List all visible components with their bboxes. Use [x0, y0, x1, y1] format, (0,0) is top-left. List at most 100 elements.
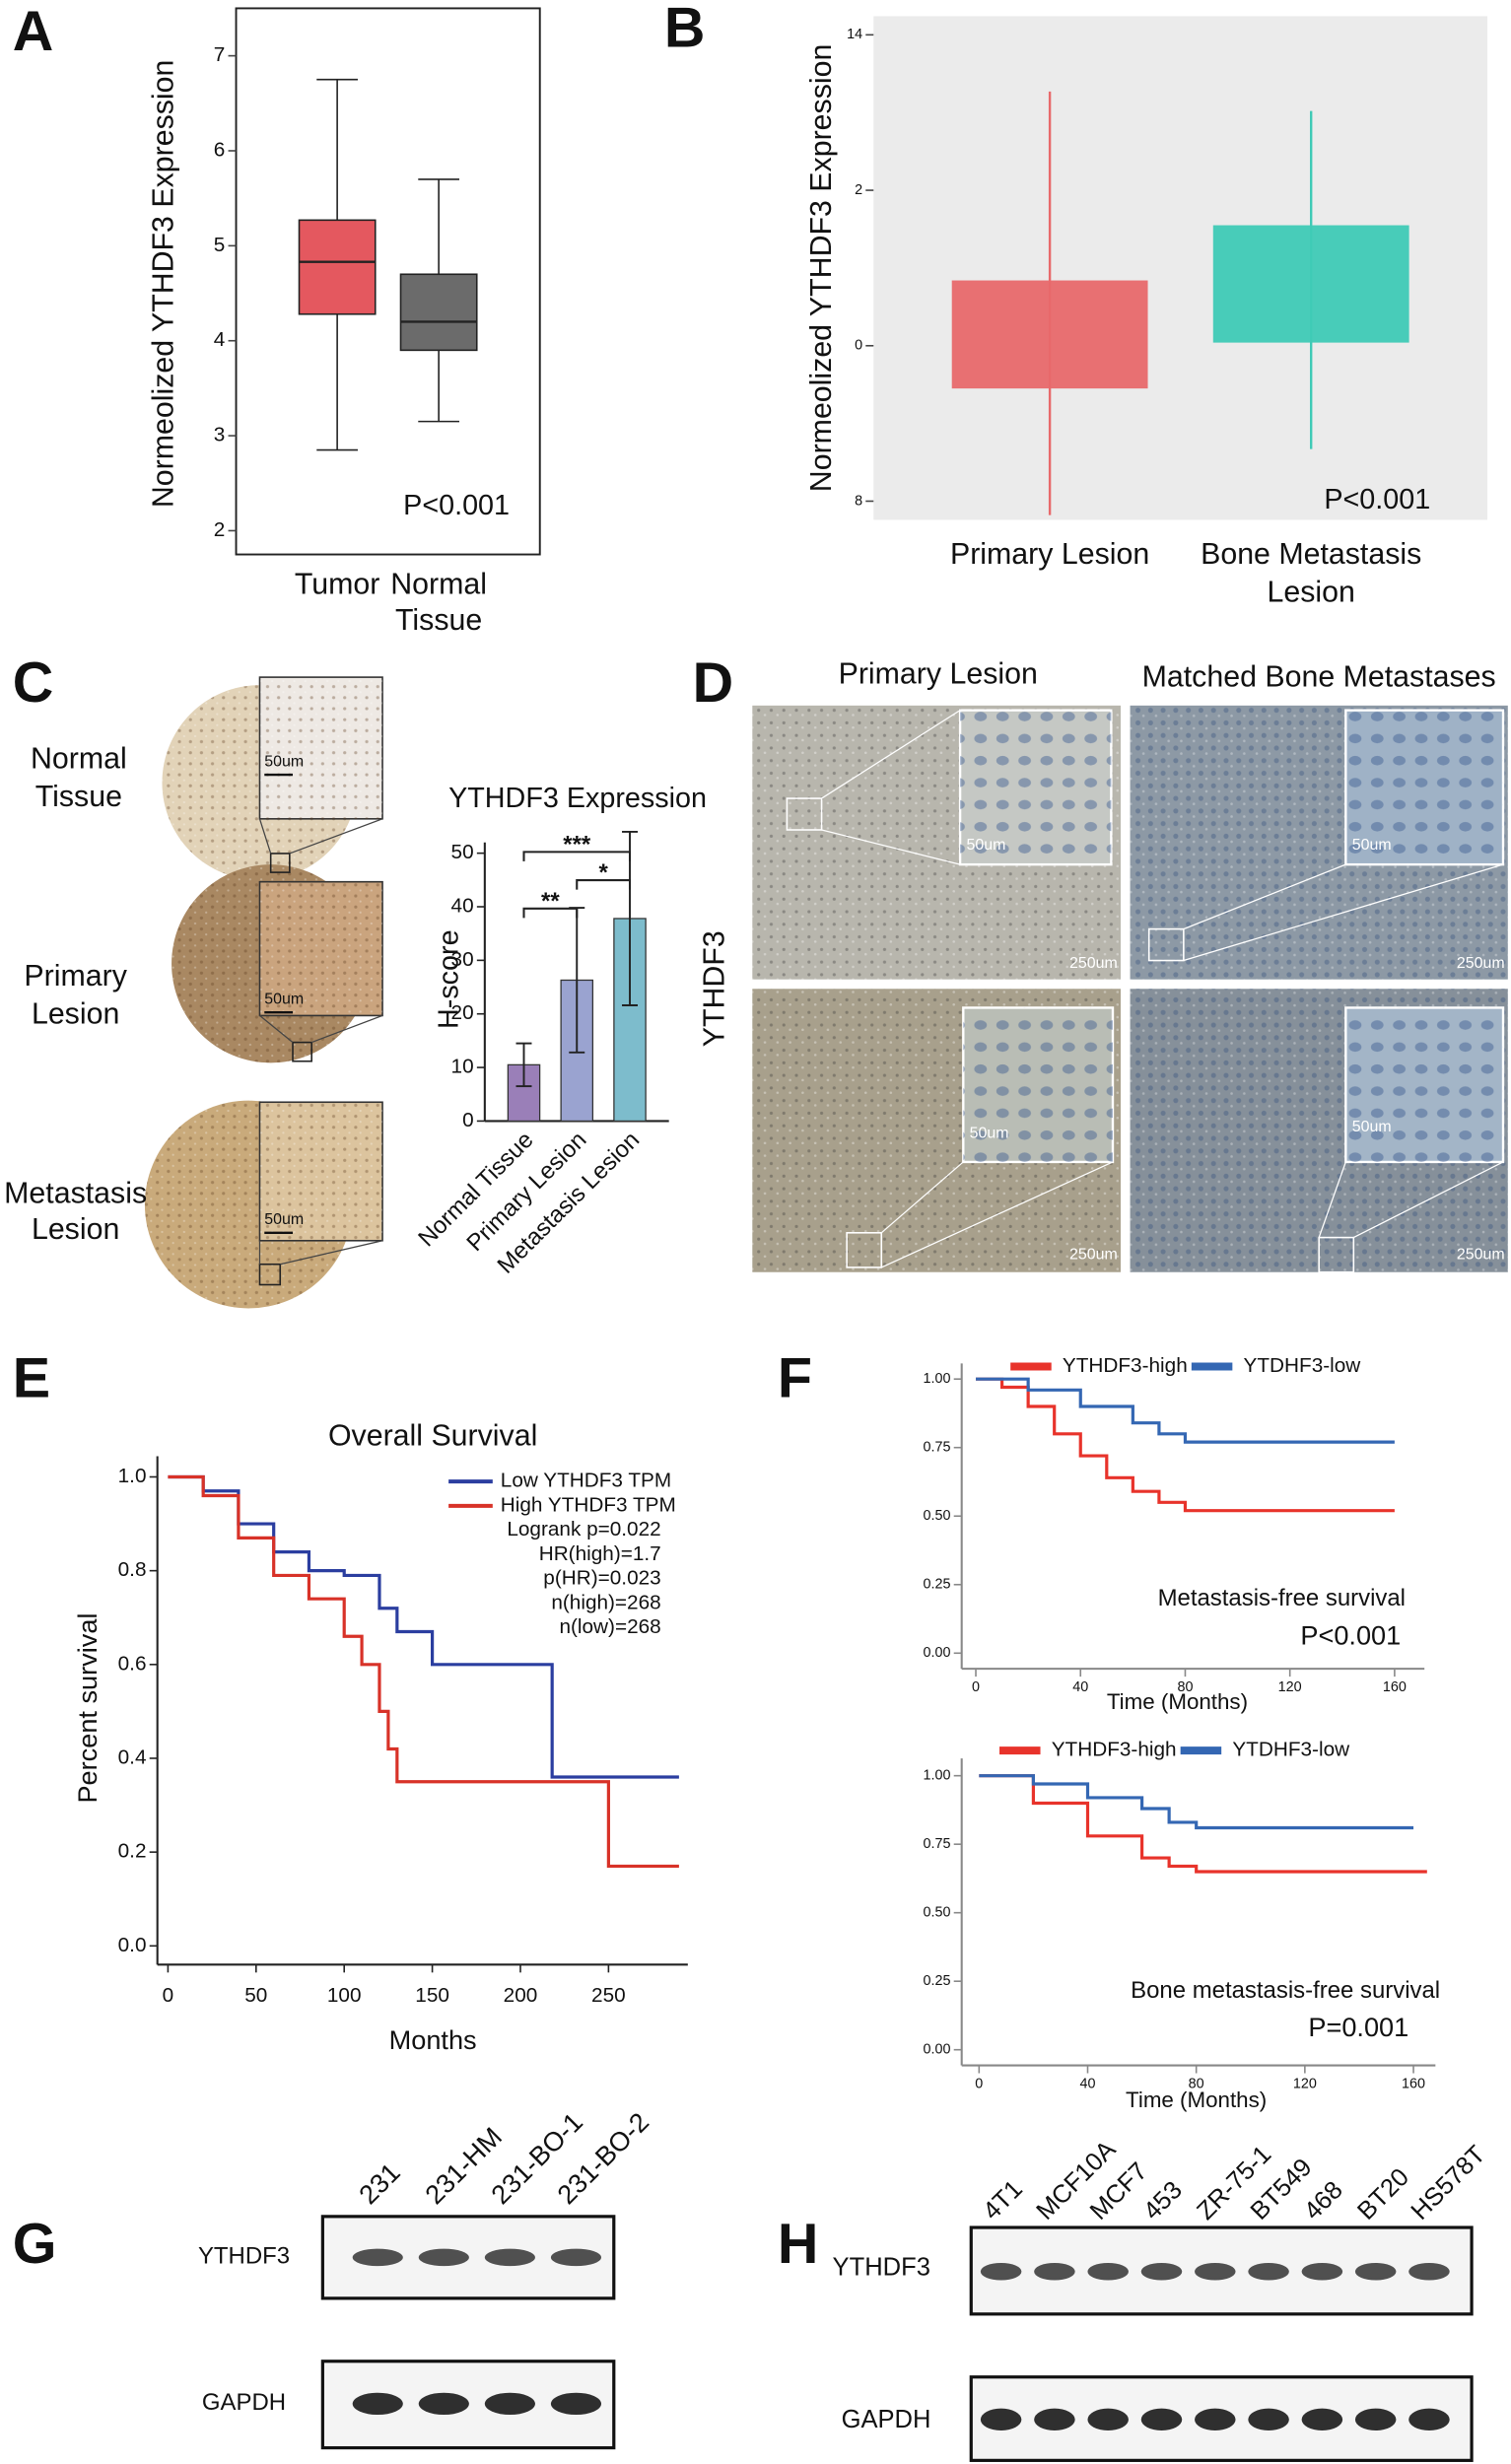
chart-title: Overall Survival — [328, 1419, 537, 1452]
blot-band — [352, 2248, 403, 2267]
x-tick-label: 120 — [1293, 2077, 1317, 2092]
annotation: Metastasis-free survival — [1158, 1585, 1406, 1611]
y-axis-label: Normeolized YTHDF3 Expression — [148, 60, 180, 509]
x-tick-label: 150 — [415, 1984, 449, 2007]
x-tick-label: 80 — [1177, 1679, 1193, 1695]
category-label: Bone Metastasis — [1201, 538, 1421, 571]
row-label: Metastasis — [4, 1177, 147, 1209]
x-tick-label: 160 — [1402, 2077, 1425, 2092]
significance-bracket — [576, 879, 632, 890]
blot-band — [418, 2392, 469, 2416]
significance-bracket — [522, 851, 632, 861]
y-tick-label: 0.75 — [924, 1836, 951, 1852]
row-label: Lesion — [32, 997, 119, 1030]
x-tick-label: 200 — [504, 1984, 538, 2007]
annotation: Logrank p=0.022 — [507, 1518, 660, 1540]
blot-panel-g: YTHDF3 GAPDH — [198, 2215, 616, 2450]
scale-bar-label: 250um — [1069, 1246, 1118, 1263]
category-label: Tissue — [395, 604, 482, 637]
y-tick-label: 0.25 — [924, 1973, 951, 1989]
y-tick-label: 1.00 — [924, 1371, 951, 1387]
scale-bar-label: 250um — [1457, 1246, 1505, 1263]
scale-bar-label: 50um — [264, 992, 304, 1008]
panel-letter: H — [778, 2213, 819, 2276]
blot-band — [418, 2248, 469, 2267]
y-tick-label: 40 — [451, 894, 474, 917]
row-label: Primary — [24, 960, 127, 992]
box — [951, 280, 1148, 389]
lane-label: 4T1 — [978, 2175, 1028, 2225]
significance-label: ** — [541, 888, 560, 915]
y-tick-label: 2 — [214, 518, 226, 541]
chart: 0.0 0.2 0.4 0.6 0.8 1.0 0 50 100 150 200 250 Overall… — [72, 1419, 688, 2055]
x-tick-label: 0 — [975, 2077, 983, 2092]
y-tick-label: 0 — [855, 338, 862, 354]
scale-bar-label: 50um — [264, 1211, 304, 1228]
y-tick-label: 0.8 — [118, 1558, 147, 1581]
y-tick-label: 6 — [214, 138, 226, 161]
panel-letter: F — [778, 1347, 812, 1410]
inset-connector — [1318, 1161, 1504, 1239]
blot-row-label: GAPDH — [202, 2389, 286, 2416]
annotation: Bone metastasis-free survival — [1131, 1977, 1440, 2004]
significance-label: * — [598, 859, 608, 886]
blot-band — [1087, 2408, 1129, 2431]
annotation: p(HR)=0.023 — [543, 1567, 660, 1590]
annotation: P=0.001 — [1308, 2012, 1408, 2042]
x-tick-label: 80 — [1189, 2077, 1204, 2092]
category-label: Primary Lesion — [950, 538, 1149, 571]
lane-label: BT20 — [1352, 2163, 1414, 2225]
panel-letter: B — [664, 0, 706, 60]
survival-curve — [979, 1774, 1427, 1874]
blot-row-label: YTHDF3 — [198, 2243, 290, 2270]
y-tick-label: 2 — [855, 182, 862, 198]
category-label: Normal — [390, 568, 487, 600]
y-tick-label: 0 — [462, 1109, 474, 1131]
x-tick-label: 40 — [1080, 2077, 1096, 2092]
inset-connector — [259, 1014, 383, 1044]
y-tick-label: 0.6 — [118, 1652, 147, 1675]
chart: 0.00 0.25 0.50 0.75 1.00 0 40 80 120 160 Time (Mon… — [924, 1739, 1441, 2113]
scale-bar-label: 50um — [1352, 1119, 1392, 1135]
y-tick-label: 8 — [855, 493, 862, 509]
chart: 0.00 0.25 0.50 0.75 1.00 0 40 80 120 160 Time (Mon… — [924, 1354, 1425, 1714]
significance-bracket — [522, 907, 579, 919]
panel-letter: E — [13, 1347, 50, 1410]
lane-label: HS578T — [1406, 2141, 1490, 2225]
box — [399, 273, 478, 352]
blot-band — [1140, 2408, 1183, 2431]
x-tick-label: 100 — [327, 1984, 362, 2007]
y-tick-label: 0.00 — [924, 1645, 951, 1661]
inset-connector — [258, 818, 383, 855]
legend-label: YTDHF3-low — [1244, 1354, 1362, 1377]
inset-texture — [960, 710, 1112, 865]
blot-band — [484, 2392, 535, 2416]
x-axis-label: Time (Months) — [1107, 1689, 1248, 1714]
blot-row-label: GAPDH — [842, 2406, 931, 2433]
blot-band — [550, 2248, 602, 2267]
blot-band — [980, 2408, 1022, 2431]
inset-locator — [846, 1232, 883, 1268]
significance-label: *** — [563, 831, 591, 857]
y-tick-label: 3 — [214, 424, 226, 446]
y-axis-label: Percent survival — [72, 1613, 103, 1804]
category-label: Tumor — [295, 568, 380, 600]
inset-connector — [1183, 863, 1504, 962]
chart: 8 0 2 14 Normeolized YTHDF3 Expression Primar… — [805, 16, 1488, 608]
survival-curve — [979, 1774, 1414, 1830]
panel-letter: A — [13, 0, 54, 63]
row-label: Tissue — [35, 781, 122, 813]
blot-band — [550, 2392, 602, 2416]
inset-locator — [269, 853, 291, 873]
x-axis-label: Months — [389, 2024, 477, 2055]
x-tick-label: 160 — [1383, 1679, 1407, 1695]
blot-band — [1195, 2262, 1236, 2281]
inset-locator — [1147, 927, 1185, 962]
legend-label: High YTHDF3 TPM — [501, 1493, 676, 1516]
y-tick-label: 20 — [451, 1001, 474, 1024]
lane-label: 231 — [353, 2156, 406, 2210]
x-tick-label: 120 — [1278, 1679, 1302, 1695]
blot-band — [352, 2392, 403, 2416]
